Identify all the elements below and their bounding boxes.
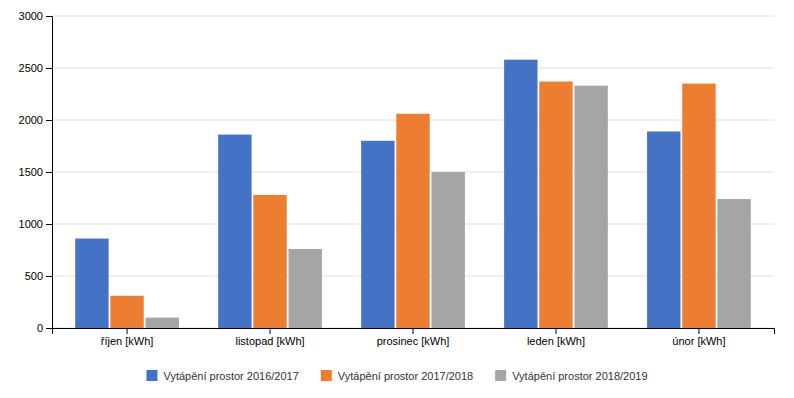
bar <box>504 60 537 328</box>
bar <box>574 86 607 328</box>
x-tick: listopad [kWh] <box>235 328 304 347</box>
y-axis-line <box>46 17 53 329</box>
y-tick-mark <box>46 224 52 225</box>
grid-line <box>52 68 774 69</box>
y-tick-mark <box>46 16 52 17</box>
legend-item: Vytápění prostor 2018/2019 <box>495 370 647 382</box>
y-tick: 2000 <box>19 114 52 126</box>
x-axis: říjen [kWh] listopad [kWh] prosinec [kWh] l… <box>53 328 775 347</box>
y-tick-label: 2500 <box>19 62 43 74</box>
x-tick: únor [kWh] <box>672 328 725 347</box>
y-tick: 0 <box>37 322 52 334</box>
y-tick-mark <box>46 328 52 329</box>
x-tick-mark <box>555 328 556 334</box>
legend-swatch <box>495 370 506 381</box>
bar <box>396 114 429 328</box>
bar <box>75 239 108 328</box>
bar <box>288 249 321 328</box>
chart: 0 500 1000 1500 2000 2500 3000 říjen [kWh] listo… <box>0 0 794 398</box>
bar <box>647 131 680 328</box>
y-tick: 3000 <box>19 10 52 22</box>
x-axis-line <box>53 329 775 335</box>
legend-swatch <box>321 370 332 381</box>
bars <box>75 60 751 328</box>
legend-label: Vytápění prostor 2017/2018 <box>338 370 473 382</box>
y-tick: 1000 <box>19 218 52 230</box>
x-tick-mark <box>698 328 699 334</box>
x-tick: leden [kWh] <box>527 328 585 347</box>
y-tick-mark <box>46 276 52 277</box>
x-tick-mark <box>270 328 271 334</box>
legend-swatch <box>146 370 157 381</box>
y-tick-label: 3000 <box>19 10 43 22</box>
x-tick-label: leden [kWh] <box>527 335 585 347</box>
x-tick-mark <box>127 328 128 334</box>
x-tick: prosinec [kWh] <box>377 328 450 347</box>
y-tick-label: 500 <box>25 270 43 282</box>
legend-item: Vytápění prostor 2017/2018 <box>321 370 473 382</box>
legend-label: Vytápění prostor 2016/2017 <box>163 370 298 382</box>
bar <box>717 199 750 328</box>
bar <box>431 172 464 328</box>
x-tick-label: říjen [kWh] <box>101 335 154 347</box>
y-tick-label: 0 <box>37 322 43 334</box>
bar <box>110 296 143 328</box>
bar <box>146 318 179 328</box>
bar <box>682 84 715 328</box>
series <box>110 82 715 328</box>
y-tick: 500 <box>25 270 52 282</box>
grid <box>52 16 774 328</box>
legend-label: Vytápění prostor 2018/2019 <box>512 370 647 382</box>
x-tick-label: listopad [kWh] <box>235 335 304 347</box>
y-tick: 1500 <box>19 166 52 178</box>
series <box>75 60 680 328</box>
x-tick: říjen [kWh] <box>101 328 154 347</box>
plot: 0 500 1000 1500 2000 2500 3000 říjen [kWh] listo… <box>19 10 775 347</box>
grid-line <box>52 16 774 17</box>
x-tick-mark <box>413 328 414 334</box>
bar <box>253 195 286 328</box>
y-tick: 2500 <box>19 62 52 74</box>
y-tick-label: 1000 <box>19 218 43 230</box>
series <box>146 86 751 328</box>
legend: Vytápění prostor 2016/2017 Vytápění prost… <box>146 370 647 382</box>
bar <box>539 82 572 328</box>
y-tick-mark <box>46 172 52 173</box>
y-axis: 0 500 1000 1500 2000 2500 3000 <box>19 10 53 334</box>
bar <box>361 141 394 328</box>
legend-item: Vytápění prostor 2016/2017 <box>146 370 298 382</box>
y-tick-label: 1500 <box>19 166 43 178</box>
bar <box>218 135 251 328</box>
y-tick-label: 2000 <box>19 114 43 126</box>
y-tick-mark <box>46 120 52 121</box>
y-tick-mark <box>46 68 52 69</box>
x-tick-label: prosinec [kWh] <box>377 335 450 347</box>
x-tick-label: únor [kWh] <box>672 335 725 347</box>
